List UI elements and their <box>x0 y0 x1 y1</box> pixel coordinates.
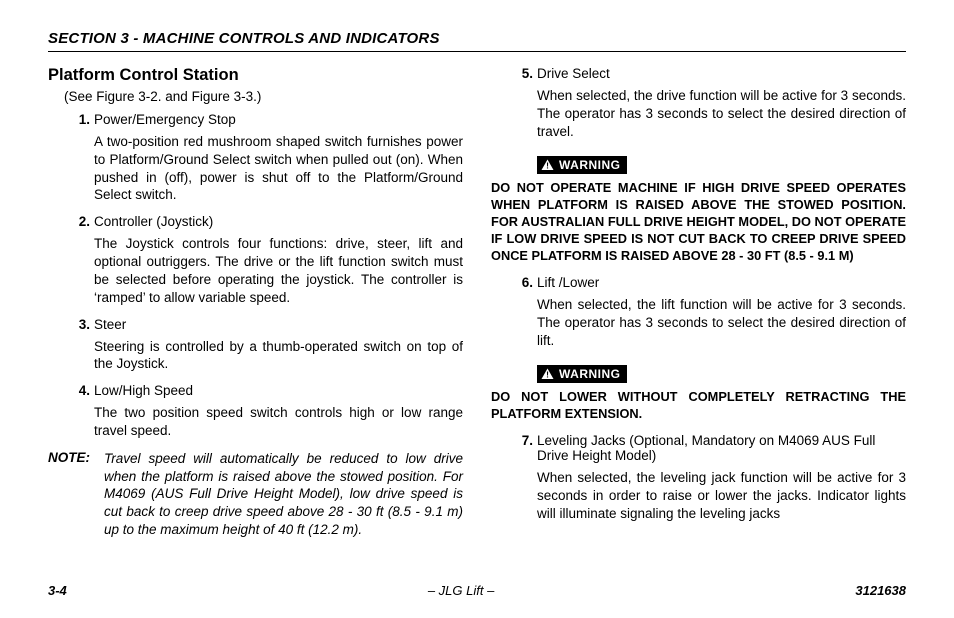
list-item: 4. Low/High Speed The two position speed… <box>94 383 463 440</box>
note-block: NOTE: Travel speed will automatically be… <box>48 450 463 539</box>
item-title: Lift /Lower <box>537 275 906 290</box>
item-number: 2. <box>66 214 90 229</box>
list-item: 7. Leveling Jacks (Optional, Mandatory o… <box>537 433 906 522</box>
item-body: Steering is controlled by a thumb-operat… <box>94 338 463 374</box>
list-item: 6. Lift /Lower When selected, the lift f… <box>537 275 906 349</box>
item-title: Controller (Joystick) <box>94 214 463 229</box>
item-number: 7. <box>509 433 533 448</box>
warning-badge: ! WARNING <box>537 156 627 174</box>
right-item-list-mid: 6. Lift /Lower When selected, the lift f… <box>537 275 906 349</box>
svg-text:!: ! <box>546 370 549 380</box>
footer-center: – JLG Lift – <box>428 583 494 598</box>
warning-text: DO NOT OPERATE MACHINE IF HIGH DRIVE SPE… <box>491 180 906 264</box>
item-title: Leveling Jacks (Optional, Mandatory on M… <box>537 433 906 463</box>
subsection-title: Platform Control Station <box>48 66 463 85</box>
warning-badge: ! WARNING <box>537 365 627 383</box>
item-body: When selected, the drive function will b… <box>537 87 906 140</box>
item-number: 6. <box>509 275 533 290</box>
right-item-list-top: 5. Drive Select When selected, the drive… <box>537 66 906 140</box>
item-body: When selected, the leveling jack functio… <box>537 469 906 522</box>
list-item: 5. Drive Select When selected, the drive… <box>537 66 906 140</box>
warning-icon: ! <box>541 368 554 380</box>
item-number: 3. <box>66 317 90 332</box>
warning-text: DO NOT LOWER WITHOUT COMPLETELY RETRACTI… <box>491 389 906 423</box>
item-number: 4. <box>66 383 90 398</box>
note-label: NOTE: <box>48 450 104 539</box>
list-item: 3. Steer Steering is controlled by a thu… <box>94 317 463 374</box>
list-item: 2. Controller (Joystick) The Joystick co… <box>94 214 463 306</box>
item-body: The two position speed switch controls h… <box>94 404 463 440</box>
warning-label: WARNING <box>559 367 621 381</box>
item-title: Power/Emergency Stop <box>94 112 463 127</box>
list-item: 1. Power/Emergency Stop A two-position r… <box>94 112 463 204</box>
see-figure-ref: (See Figure 3-2. and Figure 3-3.) <box>64 89 463 104</box>
item-number: 5. <box>509 66 533 81</box>
page-footer: 3-4 – JLG Lift – 3121638 <box>48 583 906 598</box>
left-item-list: 1. Power/Emergency Stop A two-position r… <box>94 112 463 440</box>
item-title: Drive Select <box>537 66 906 81</box>
item-body: The Joystick controls four functions: dr… <box>94 235 463 306</box>
footer-doc-number: 3121638 <box>855 583 906 598</box>
item-title: Steer <box>94 317 463 332</box>
warning-icon: ! <box>541 159 554 171</box>
item-body: A two-position red mushroom shaped switc… <box>94 133 463 204</box>
right-item-list-bot: 7. Leveling Jacks (Optional, Mandatory o… <box>537 433 906 522</box>
svg-text:!: ! <box>546 161 549 171</box>
section-header: SECTION 3 - MACHINE CONTROLS AND INDICAT… <box>48 30 906 52</box>
note-body: Travel speed will automatically be reduc… <box>104 450 463 539</box>
footer-page-number: 3-4 <box>48 583 67 598</box>
right-column: 5. Drive Select When selected, the drive… <box>491 66 906 539</box>
page: SECTION 3 - MACHINE CONTROLS AND INDICAT… <box>0 0 954 618</box>
item-number: 1. <box>66 112 90 127</box>
content-columns: Platform Control Station (See Figure 3-2… <box>48 66 906 539</box>
left-column: Platform Control Station (See Figure 3-2… <box>48 66 463 539</box>
warning-label: WARNING <box>559 158 621 172</box>
item-body: When selected, the lift function will be… <box>537 296 906 349</box>
item-title: Low/High Speed <box>94 383 463 398</box>
